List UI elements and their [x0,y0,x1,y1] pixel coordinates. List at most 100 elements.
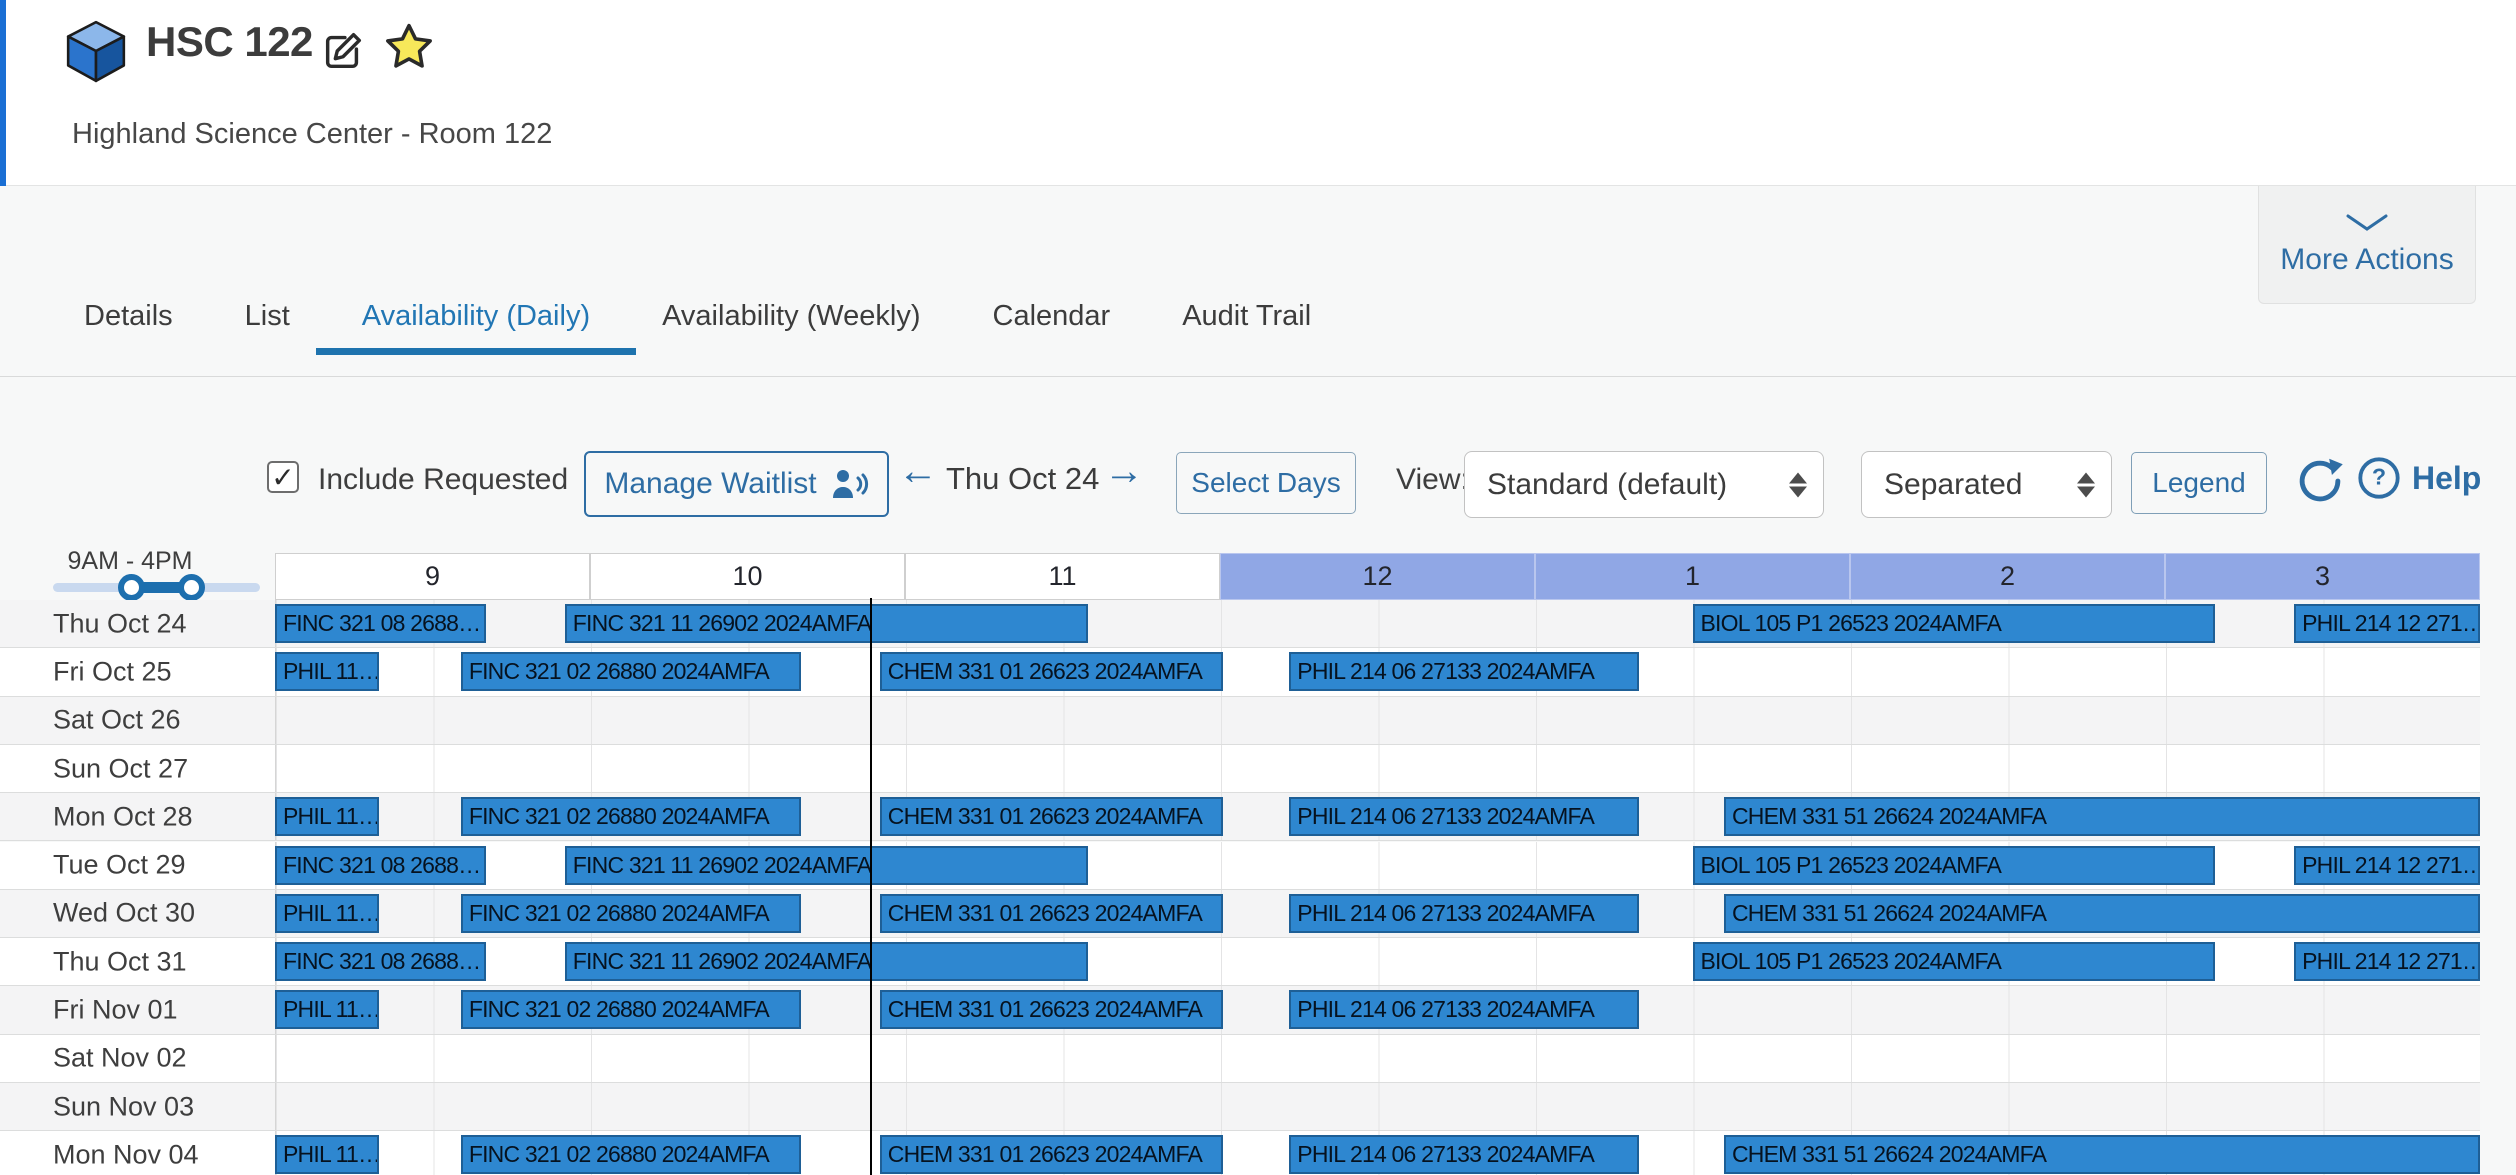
event-bar-biol-105-p1-26523-2024amfa[interactable]: BIOL 105 P1 26523 2024AMFA [1692,942,2216,982]
event-bar-finc-321-02-26880-2024amfa[interactable]: FINC 321 02 26880 2024AMFA [460,893,802,933]
event-bar-chem-331-51-26624-2024amfa[interactable]: CHEM 331 51 26624 2024AMFA [1724,893,2480,933]
event-title: PHIL 214 06 27133 2024AMFA [1297,1141,1595,1168]
event-bar-finc-321-08-2688[interactable]: FINC 321 08 2688… [275,942,487,982]
event-bar-phil-11[interactable]: PHIL 11… [275,990,379,1030]
event-bar-finc-321-02-26880-2024amfa[interactable]: FINC 321 02 26880 2024AMFA [460,1135,802,1175]
day-row-label: Sat Nov 02 [53,1042,187,1073]
time-range-slider-block: 9AM - 4PM [0,545,275,601]
more-actions-label: More Actions [2280,242,2454,276]
event-title: FINC 321 02 26880 2024AMFA [468,899,770,926]
event-bar-biol-105-p1-26523-2024amfa[interactable]: BIOL 105 P1 26523 2024AMFA [1692,604,2216,643]
event-bar-finc-321-08-2688[interactable]: FINC 321 08 2688… [275,604,487,643]
event-title: CHEM 331 51 26624 2024AMFA [1732,899,2047,926]
event-bar-phil-11[interactable]: PHIL 11… [275,893,379,933]
tab-audit-trail[interactable]: Audit Trail [1182,300,1312,332]
event-bar-chem-331-01-26623-2024amfa[interactable]: CHEM 331 01 26623 2024AMFA [879,990,1224,1030]
day-row-region[interactable] [275,1034,2480,1082]
event-title: FINC 321 02 26880 2024AMFA [468,1141,770,1168]
event-bar-finc-321-08-2688[interactable]: FINC 321 08 2688… [275,845,487,885]
event-bar-phil-214-12-271[interactable]: PHIL 214 12 271… [2294,942,2480,982]
slider-end-handle[interactable] [178,574,205,601]
waitlist-people-icon [832,470,868,498]
event-bar-phil-11[interactable]: PHIL 11… [275,652,379,692]
prev-day-arrow[interactable]: ← [898,449,938,493]
tab-availability-weekly[interactable]: Availability (Weekly) [662,300,921,332]
event-bar-phil-214-06-27133-2024amfa[interactable]: PHIL 214 06 27133 2024AMFA [1289,652,1639,692]
tab-list[interactable]: List [244,300,290,332]
current-date-label: Thu Oct 24 [946,461,1100,496]
event-title: CHEM 331 01 26623 2024AMFA [887,899,1203,926]
event-bar-phil-214-06-27133-2024amfa[interactable]: PHIL 214 06 27133 2024AMFA [1289,893,1639,933]
event-bar-finc-321-02-26880-2024amfa[interactable]: FINC 321 02 26880 2024AMFA [460,652,802,692]
event-bar-phil-214-06-27133-2024amfa[interactable]: PHIL 214 06 27133 2024AMFA [1289,990,1639,1030]
event-bar-chem-331-01-26623-2024amfa[interactable]: CHEM 331 01 26623 2024AMFA [879,1135,1224,1175]
hour-header-10: 10 [590,553,905,600]
refresh-icon[interactable] [2294,455,2346,512]
view-select[interactable]: Standard (default) [1464,451,1824,518]
event-bar-finc-321-11-26902-2024amfa[interactable]: FINC 321 11 26902 2024AMFA [564,604,1088,643]
favorite-star-icon[interactable] [382,20,436,79]
day-row-fri-nov-01: Fri Nov 01 PHIL 11… FINC 321 02 26880 2024… [0,986,2480,1035]
tab-details[interactable]: Details [84,300,173,332]
current-time-line [870,598,873,1175]
day-row-sat-nov-02: Sat Nov 02 [0,1034,2480,1083]
event-bar-chem-331-51-26624-2024amfa[interactable]: CHEM 331 51 26624 2024AMFA [1724,797,2480,837]
event-bar-finc-321-02-26880-2024amfa[interactable]: FINC 321 02 26880 2024AMFA [460,797,802,837]
event-bar-phil-214-12-271[interactable]: PHIL 214 12 271… [2294,845,2480,885]
day-row-region[interactable] [275,696,2480,744]
event-title: PHIL 214 12 271… [2302,851,2480,878]
event-bar-finc-321-02-26880-2024amfa[interactable]: FINC 321 02 26880 2024AMFA [460,990,802,1030]
event-bar-chem-331-01-26623-2024amfa[interactable]: CHEM 331 01 26623 2024AMFA [879,652,1224,692]
legend-button[interactable]: Legend [2131,452,2267,514]
time-range-slider[interactable] [53,574,260,601]
hour-header-12: 12 [1220,553,1535,600]
event-title: PHIL 11… [283,1141,379,1168]
day-row-mon-nov-04: Mon Nov 04 PHIL 11… FINC 321 02 26880 2024… [0,1131,2480,1175]
day-row-thu-oct-31: Thu Oct 31 FINC 321 08 2688… FINC 321 11 2… [0,938,2480,987]
event-title: CHEM 331 51 26624 2024AMFA [1732,1141,2047,1168]
event-bar-chem-331-51-26624-2024amfa[interactable]: CHEM 331 51 26624 2024AMFA [1724,1135,2480,1175]
event-bar-finc-321-11-26902-2024amfa[interactable]: FINC 321 11 26902 2024AMFA [564,942,1088,982]
tab-availability-daily[interactable]: Availability (Daily) [315,300,637,361]
event-title: FINC 321 11 26902 2024AMFA [572,851,872,878]
toolbar: ✓ Include Requested Manage Waitlist ← Th… [0,377,2516,545]
select-spinner-icon [1789,472,1807,497]
event-bar-finc-321-11-26902-2024amfa[interactable]: FINC 321 11 26902 2024AMFA [564,845,1088,885]
help-button[interactable]: ? Help [2356,455,2481,501]
event-title: PHIL 214 12 271… [2302,610,2480,636]
more-actions-button[interactable]: More Actions [2258,186,2476,304]
select-days-button[interactable]: Select Days [1176,452,1356,514]
hour-header-1: 1 [1535,553,1850,600]
event-title: CHEM 331 01 26623 2024AMFA [887,803,1203,830]
slider-selected-range [130,582,191,593]
manage-waitlist-label: Manage Waitlist [604,467,817,500]
tab-calendar[interactable]: Calendar [992,300,1111,332]
event-title: PHIL 11… [283,803,379,830]
event-title: PHIL 214 06 27133 2024AMFA [1297,996,1595,1023]
manage-waitlist-button[interactable]: Manage Waitlist [584,451,889,517]
event-bar-phil-214-06-27133-2024amfa[interactable]: PHIL 214 06 27133 2024AMFA [1289,797,1639,837]
hour-header-9: 9 [275,553,590,600]
day-row-region[interactable] [275,1083,2480,1131]
edit-icon[interactable] [320,28,366,79]
slider-start-handle[interactable] [117,574,145,601]
event-bar-biol-105-p1-26523-2024amfa[interactable]: BIOL 105 P1 26523 2024AMFA [1692,845,2216,885]
event-title: CHEM 331 01 26623 2024AMFA [887,658,1203,685]
event-bar-phil-11[interactable]: PHIL 11… [275,797,379,837]
event-bar-phil-214-12-271[interactable]: PHIL 214 12 271… [2294,604,2480,643]
view-select-value: Standard (default) [1487,467,1728,501]
page-subtitle: Highland Science Center - Room 122 [72,118,553,150]
event-bar-phil-214-06-27133-2024amfa[interactable]: PHIL 214 06 27133 2024AMFA [1289,1135,1639,1175]
event-bar-chem-331-01-26623-2024amfa[interactable]: CHEM 331 01 26623 2024AMFA [879,893,1224,933]
event-bar-chem-331-01-26623-2024amfa[interactable]: CHEM 331 01 26623 2024AMFA [879,797,1224,837]
time-range-label: 9AM - 4PM [67,547,193,575]
event-title: CHEM 331 01 26623 2024AMFA [887,1141,1203,1168]
event-bar-phil-11[interactable]: PHIL 11… [275,1135,379,1175]
mode-select[interactable]: Separated [1861,451,2112,518]
day-row-region[interactable] [275,744,2480,793]
day-row-label: Mon Nov 04 [53,1139,199,1170]
next-day-arrow[interactable]: → [1104,449,1144,493]
include-requested-checkbox[interactable]: ✓ [267,461,299,493]
event-title: BIOL 105 P1 26523 2024AMFA [1700,610,2002,636]
